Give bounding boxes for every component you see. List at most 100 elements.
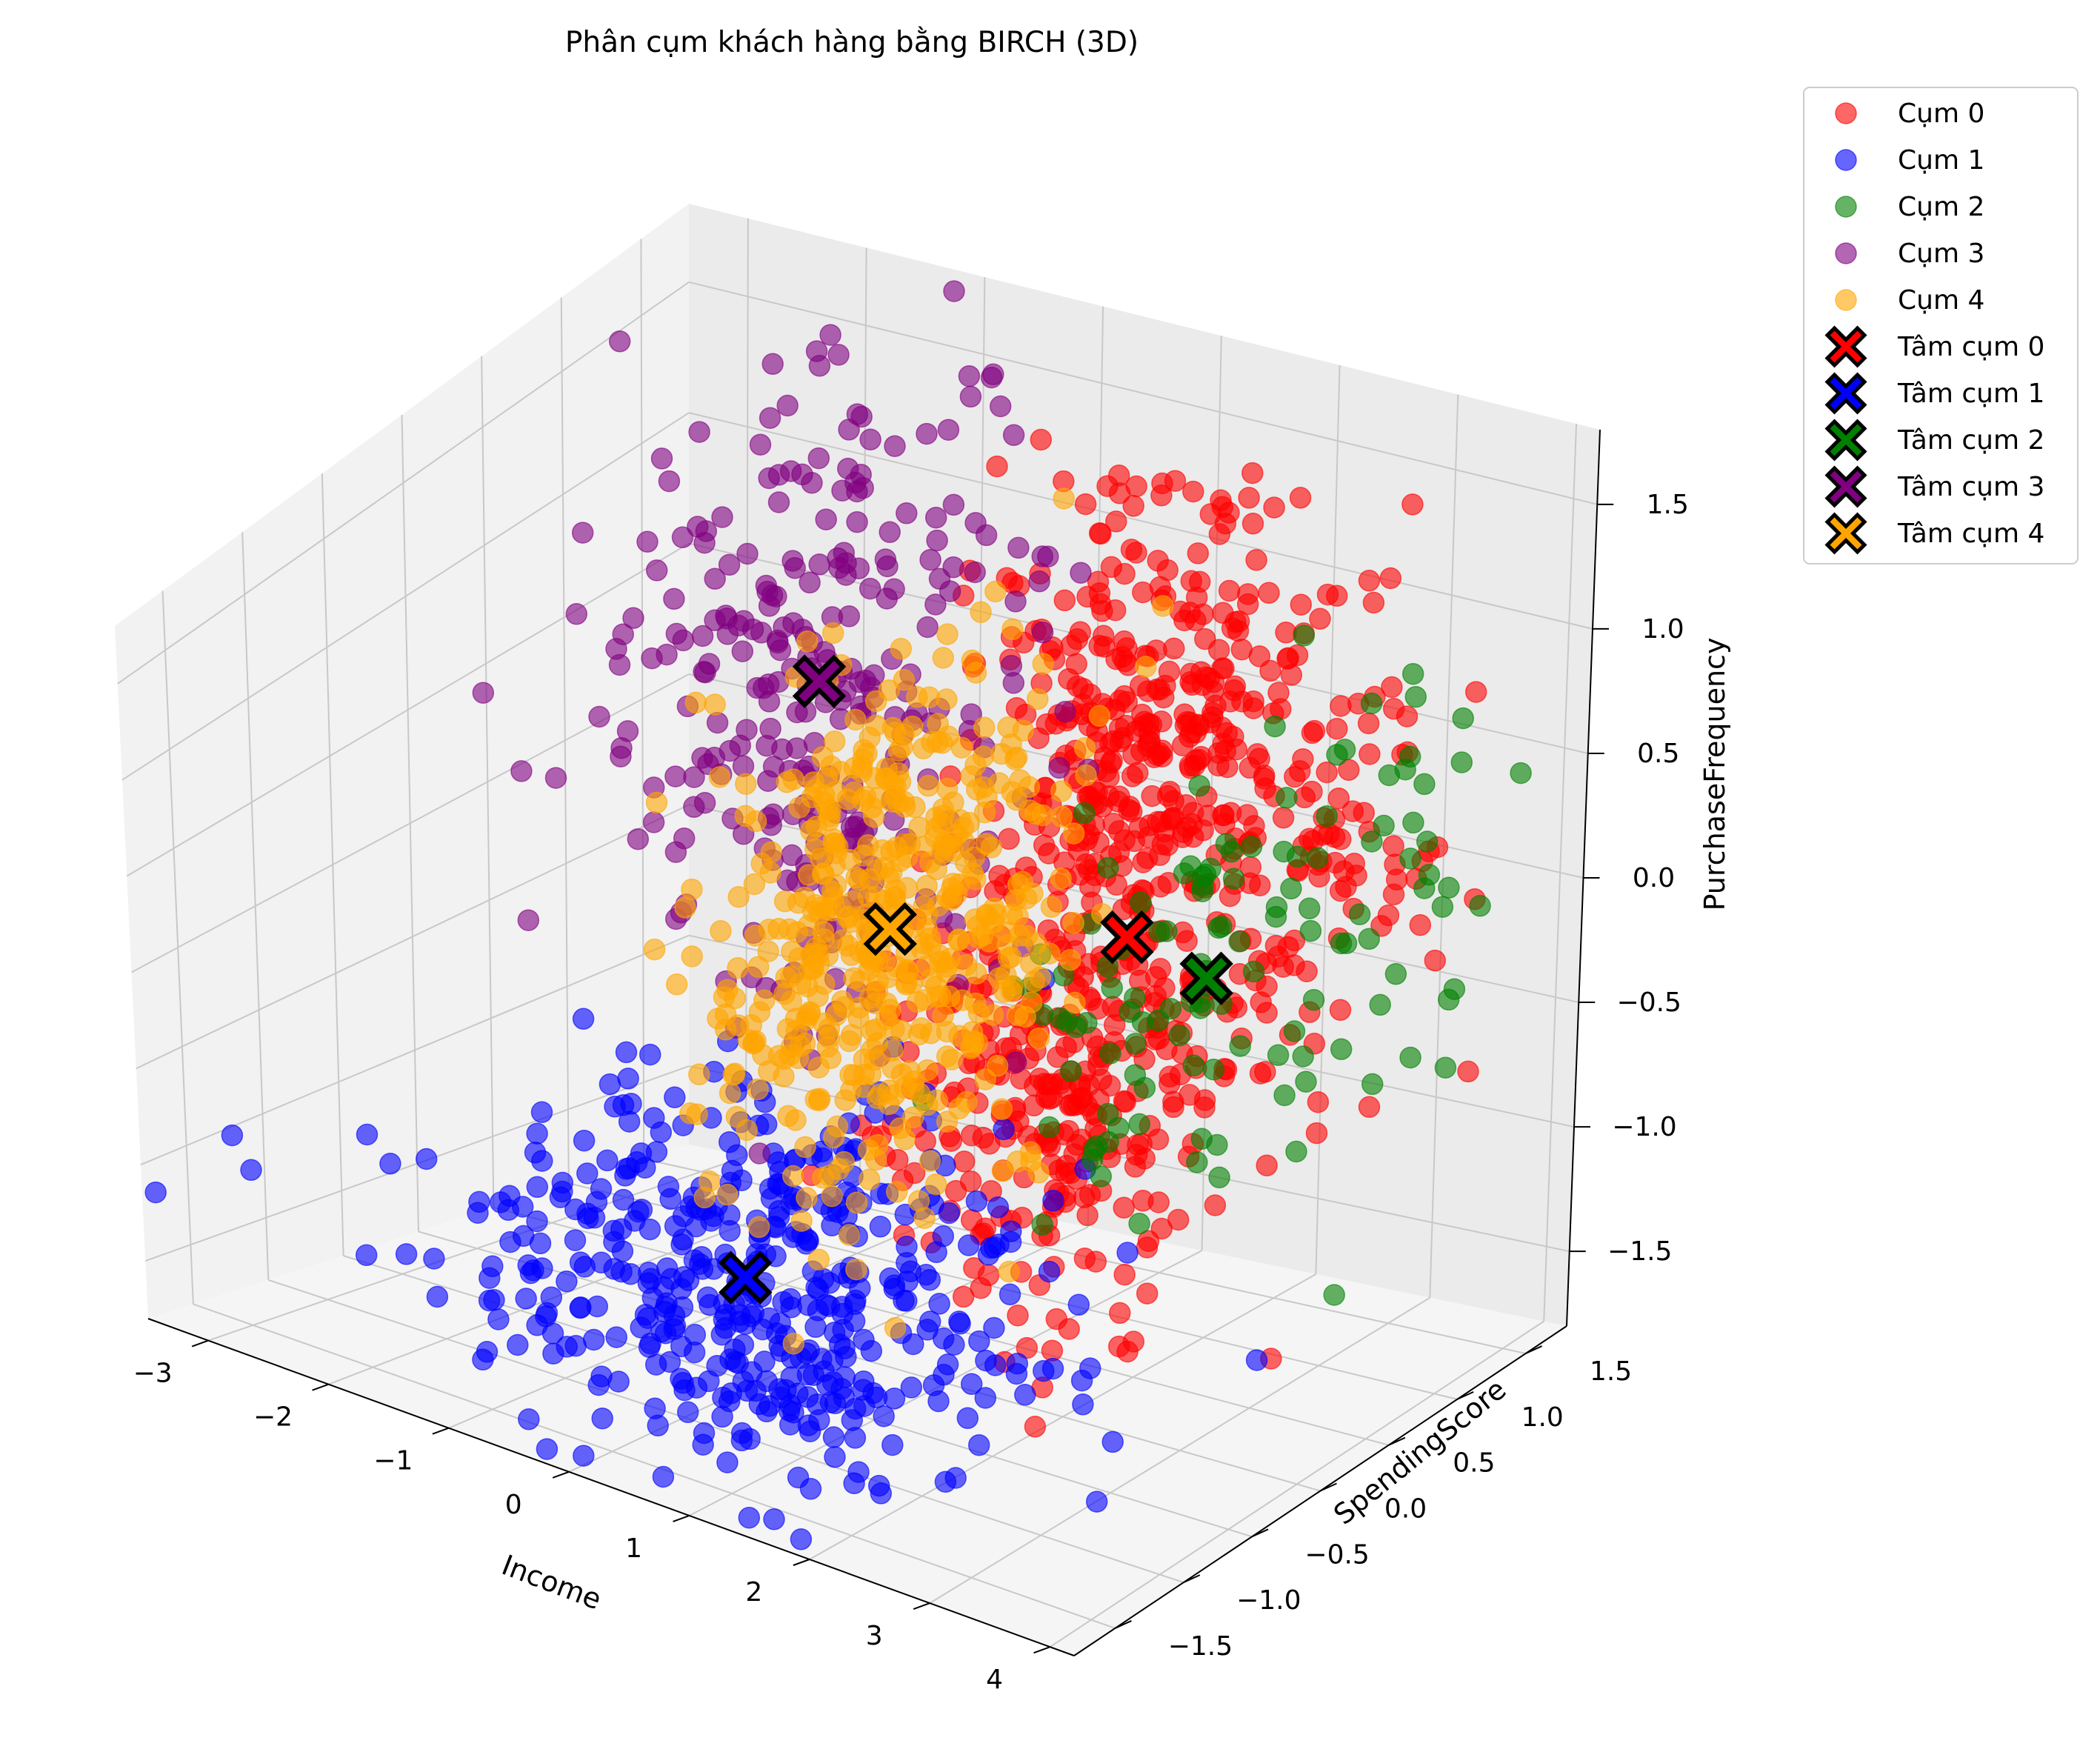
data-point	[479, 1267, 501, 1289]
data-point	[1070, 562, 1092, 584]
x-tick-mark	[552, 1470, 570, 1479]
data-point	[890, 1019, 913, 1042]
data-point	[845, 1191, 868, 1214]
x-tick-mark	[432, 1427, 450, 1435]
data-point	[711, 506, 733, 528]
data-point	[540, 1286, 563, 1308]
data-point	[1152, 595, 1174, 617]
data-point	[835, 1345, 857, 1368]
data-point	[476, 1341, 499, 1363]
data-point	[852, 845, 875, 867]
x-axis-line	[147, 1318, 1075, 1656]
data-point	[1005, 696, 1028, 719]
data-point	[1116, 1242, 1139, 1264]
data-point	[1054, 700, 1076, 723]
data-point	[885, 1181, 908, 1203]
data-point	[507, 1333, 529, 1356]
data-point	[984, 580, 1007, 603]
legend-label: Cụm 1	[1898, 145, 1984, 176]
data-point	[1510, 762, 1532, 785]
data-point	[815, 508, 837, 530]
data-point	[1004, 590, 1027, 613]
data-point	[924, 593, 947, 616]
data-point	[641, 647, 663, 670]
data-point	[687, 516, 709, 538]
data-point	[990, 742, 1013, 765]
data-point	[1369, 993, 1391, 1016]
data-point	[856, 742, 878, 765]
legend-x-marker-icon	[1824, 419, 1867, 462]
data-point	[781, 1165, 804, 1188]
data-point	[1162, 1096, 1184, 1119]
data-point	[919, 934, 942, 956]
data-point	[1168, 1025, 1190, 1047]
data-point	[1360, 692, 1383, 715]
data-point	[510, 760, 533, 782]
data-point	[693, 1186, 716, 1209]
data-point	[899, 833, 921, 855]
data-point	[1132, 581, 1154, 604]
data-point	[1267, 682, 1290, 704]
data-point	[824, 1392, 847, 1415]
data-point	[1062, 912, 1084, 934]
data-point	[499, 1185, 521, 1208]
data-point	[1113, 685, 1136, 707]
data-point	[588, 705, 610, 728]
x-tick-label: −1	[373, 1446, 413, 1476]
data-point	[615, 1041, 638, 1064]
data-point	[1156, 1038, 1178, 1061]
data-point	[1004, 889, 1027, 911]
data-point	[671, 526, 694, 549]
chart-title: Phân cụm khách hàng bằng BIRCH (3D)	[565, 26, 1139, 59]
y-tick-label: 1.0	[1521, 1402, 1564, 1433]
data-point	[1097, 856, 1119, 879]
data-point	[965, 1190, 988, 1213]
legend-label: Tâm cụm 4	[1897, 519, 2044, 549]
y-tick-mark	[1115, 1620, 1132, 1629]
data-point	[1434, 1056, 1457, 1079]
data-point	[823, 1321, 846, 1344]
data-point	[906, 686, 928, 708]
data-point	[1088, 705, 1111, 727]
data-point	[733, 610, 755, 632]
data-point	[627, 827, 650, 850]
data-point	[1072, 1393, 1094, 1416]
data-point	[883, 1388, 906, 1410]
data-point	[953, 1150, 976, 1173]
data-point	[974, 1068, 996, 1090]
legend-item: Tâm cụm 3	[1824, 465, 2044, 508]
data-points	[144, 280, 1532, 1551]
grid-line-z-left	[136, 804, 690, 1070]
data-point	[1050, 867, 1072, 890]
data-point	[1179, 855, 1202, 877]
data-point	[913, 1207, 936, 1230]
legend-x-marker-icon	[1824, 512, 1867, 555]
data-point	[834, 1089, 856, 1111]
data-point	[799, 571, 821, 594]
data-point	[647, 1414, 669, 1437]
data-point	[708, 766, 731, 788]
data-point	[1464, 681, 1487, 703]
data-point	[1401, 662, 1424, 685]
data-point	[1048, 756, 1070, 779]
data-point	[1053, 487, 1075, 510]
x-axis-label: Income	[498, 1548, 606, 1616]
data-point	[1299, 827, 1321, 850]
data-point	[890, 638, 913, 660]
data-point	[960, 765, 982, 787]
x-tick-label: −3	[133, 1359, 173, 1389]
data-point	[799, 1478, 822, 1500]
data-point	[1084, 1250, 1107, 1273]
data-point	[395, 1243, 418, 1265]
data-point	[1156, 559, 1179, 582]
data-point	[777, 1105, 799, 1128]
data-point	[1384, 963, 1407, 985]
data-point	[1250, 991, 1272, 1013]
data-point	[674, 896, 696, 919]
data-point	[712, 1386, 734, 1409]
data-point	[952, 1285, 975, 1308]
data-point	[788, 796, 810, 819]
data-point	[859, 577, 881, 600]
data-point	[716, 1451, 739, 1473]
data-point	[808, 902, 830, 925]
